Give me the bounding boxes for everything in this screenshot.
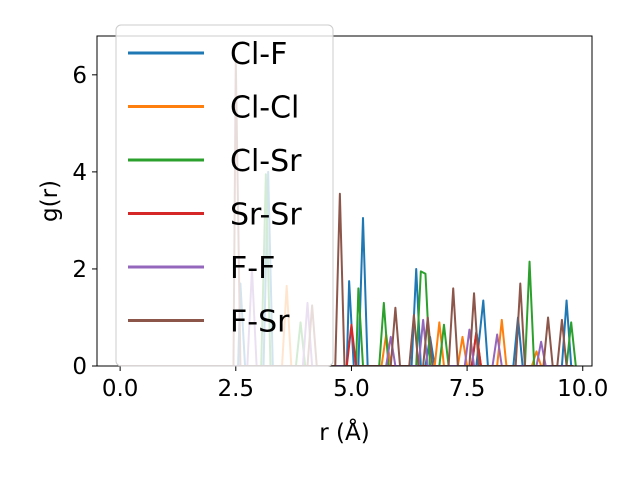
x-tick-label: 2.5 xyxy=(217,376,254,402)
legend-label-cl-sr: Cl-Sr xyxy=(230,144,302,179)
legend-label-cl-cl: Cl-Cl xyxy=(230,91,299,126)
x-tick-label: 5.0 xyxy=(333,376,370,402)
y-axis-label: g(r) xyxy=(37,180,63,222)
legend-label-f-f: F-F xyxy=(230,251,275,286)
x-axis-label: r (Å) xyxy=(319,418,369,446)
x-axis: 0.0 2.5 5.0 7.5 10.0 xyxy=(102,366,608,402)
plot-frame xyxy=(96,35,593,367)
y-tick-label: 6 xyxy=(72,63,87,89)
legend-label-cl-f: Cl-F xyxy=(230,37,287,72)
legend-label-f-sr: F-Sr xyxy=(230,305,290,340)
series-line-sr-sr xyxy=(120,323,574,366)
x-tick-label: 7.5 xyxy=(449,376,486,402)
y-axis: 0 2 4 6 xyxy=(72,63,97,380)
y-tick-label: 0 xyxy=(72,354,87,380)
legend: Cl-F Cl-Cl Cl-Sr Sr-Sr F-F F-Sr xyxy=(115,24,334,367)
x-tick-label: 0.0 xyxy=(102,376,139,402)
y-tick-label: 4 xyxy=(72,160,87,186)
series-line-f-f xyxy=(120,267,574,366)
legend-box xyxy=(115,24,334,367)
legend-label-sr-sr: Sr-Sr xyxy=(230,198,302,233)
x-tick-label: 10.0 xyxy=(557,376,608,402)
y-tick-label: 2 xyxy=(72,257,87,283)
